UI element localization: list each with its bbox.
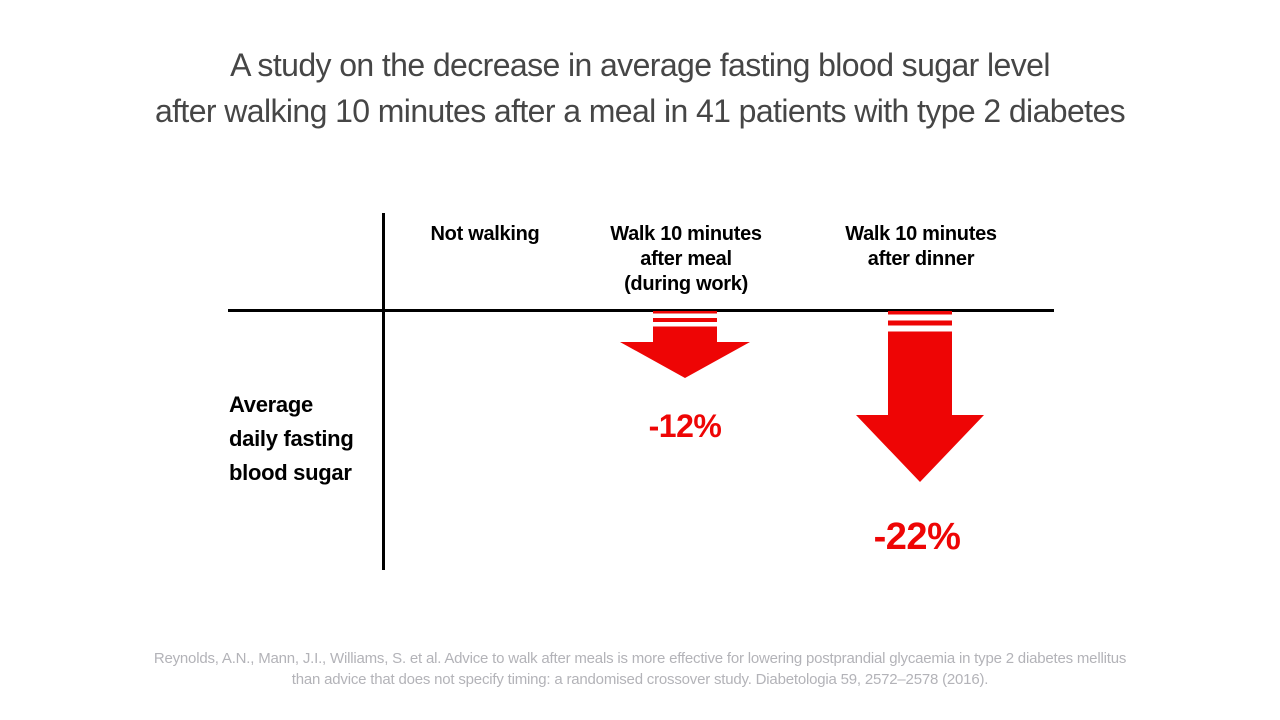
source-citation: Reynolds, A.N., Mann, J.I., Williams, S.…: [0, 648, 1280, 690]
column-header-not-walking: Not walking: [405, 222, 565, 247]
column-header-line: after meal: [640, 248, 732, 270]
column-header-walk-after-dinner: Walk 10 minutes after dinner: [821, 222, 1021, 272]
column-header-line: (during work): [624, 273, 748, 295]
column-header-line: Walk 10 minutes: [845, 223, 997, 245]
page-title: A study on the decrease in average fasti…: [0, 42, 1280, 134]
column-header-walk-after-meal: Walk 10 minutes after meal (during work): [586, 222, 786, 297]
column-header-line: Not walking: [430, 223, 540, 245]
row-label-line: daily fasting: [229, 426, 354, 451]
decrease-arrow-small-icon: [620, 311, 750, 378]
table-vertical-divider: [382, 213, 385, 570]
row-label-average-daily-fasting-blood-sugar: Average daily fasting blood sugar: [229, 388, 354, 490]
column-header-line: Walk 10 minutes: [610, 223, 762, 245]
citation-line-2: than advice that does not specify timing…: [291, 671, 989, 688]
row-label-line: blood sugar: [229, 460, 352, 485]
row-label-line: Average: [229, 392, 313, 417]
decrease-value-after-dinner: -22%: [873, 516, 961, 558]
column-header-line: after dinner: [867, 248, 975, 270]
title-line-2: after walking 10 minutes after a meal in…: [154, 93, 1126, 129]
citation-line-1: Reynolds, A.N., Mann, J.I., Williams, S.…: [153, 650, 1127, 667]
decrease-value-after-meal: -12%: [648, 408, 722, 444]
title-line-1: A study on the decrease in average fasti…: [230, 47, 1050, 83]
decrease-arrow-large-icon: [856, 311, 984, 482]
table-horizontal-divider: [228, 309, 1054, 312]
